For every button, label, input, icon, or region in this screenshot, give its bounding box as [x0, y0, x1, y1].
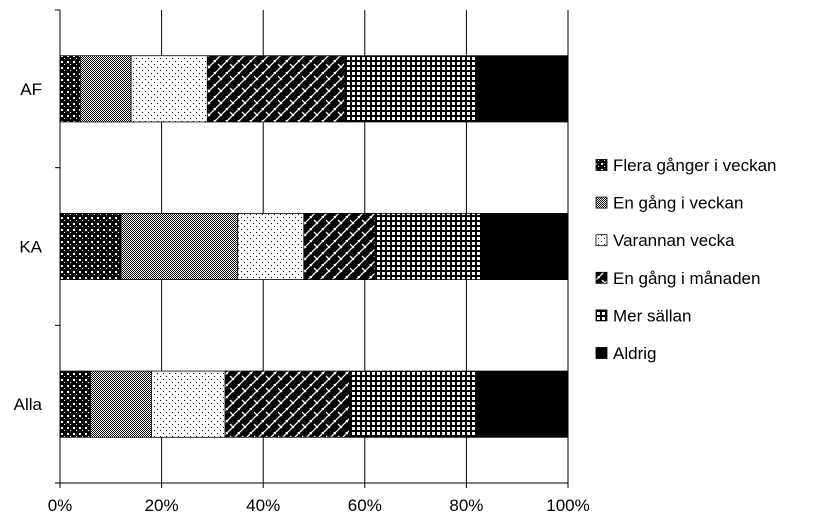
legend-label: Aldrig — [613, 344, 656, 363]
tick-labels: 0% 20% 40% 60% 80% 100% AF KA Alla — [14, 80, 590, 515]
x-tick-label: 100% — [546, 496, 589, 515]
legend-label: Mer sällan — [613, 306, 691, 325]
bar-segment-alla-6 — [476, 370, 569, 438]
legend-swatch — [595, 234, 608, 247]
legend-swatch — [595, 347, 608, 359]
x-tick-label: 0% — [48, 496, 73, 515]
bars — [59, 55, 569, 438]
y-tick-label: KA — [19, 238, 42, 257]
legend-swatch — [595, 159, 608, 171]
bar-segment-af-3 — [130, 55, 208, 123]
legend-label: Flera gånger i veckan — [613, 156, 776, 175]
bar-segment-alla-3 — [151, 370, 226, 438]
axes — [55, 9, 569, 488]
bar-segment-ka-3 — [237, 212, 305, 281]
bar-segment-af-6 — [476, 55, 569, 123]
bar-segment-af-5 — [344, 55, 477, 123]
bar-segment-alla-5 — [349, 370, 477, 438]
bar-segment-af-1 — [59, 55, 81, 123]
legend-label: Varannan vecka — [613, 231, 735, 250]
legend-label: En gång i månaden — [613, 269, 760, 288]
bar-segment-ka-4 — [303, 212, 376, 281]
x-tick-label: 80% — [449, 496, 483, 515]
legend-label: En gång i veckan — [613, 194, 743, 213]
y-tick-label: AF — [20, 80, 42, 99]
bar-segment-ka-5 — [374, 212, 483, 281]
legend-swatch — [595, 271, 608, 284]
bar-segment-alla-2 — [90, 370, 152, 438]
y-tick-label: Alla — [14, 395, 43, 414]
legend-swatch — [595, 196, 608, 209]
bar-segment-alla-4 — [224, 370, 350, 438]
bar-segment-af-4 — [206, 55, 345, 123]
bar-segment-af-2 — [79, 55, 132, 123]
x-tick-label: 40% — [246, 496, 280, 515]
bar-segment-ka-1 — [59, 212, 122, 281]
legend: Flera gånger i veckan En gång i veckan Var… — [595, 156, 776, 363]
bar-segment-alla-1 — [59, 370, 91, 438]
x-tick-label: 20% — [145, 496, 179, 515]
bar-segment-ka-6 — [481, 212, 569, 281]
bar-segment-ka-2 — [120, 212, 239, 281]
x-tick-label: 60% — [348, 496, 382, 515]
legend-swatch — [595, 309, 608, 322]
